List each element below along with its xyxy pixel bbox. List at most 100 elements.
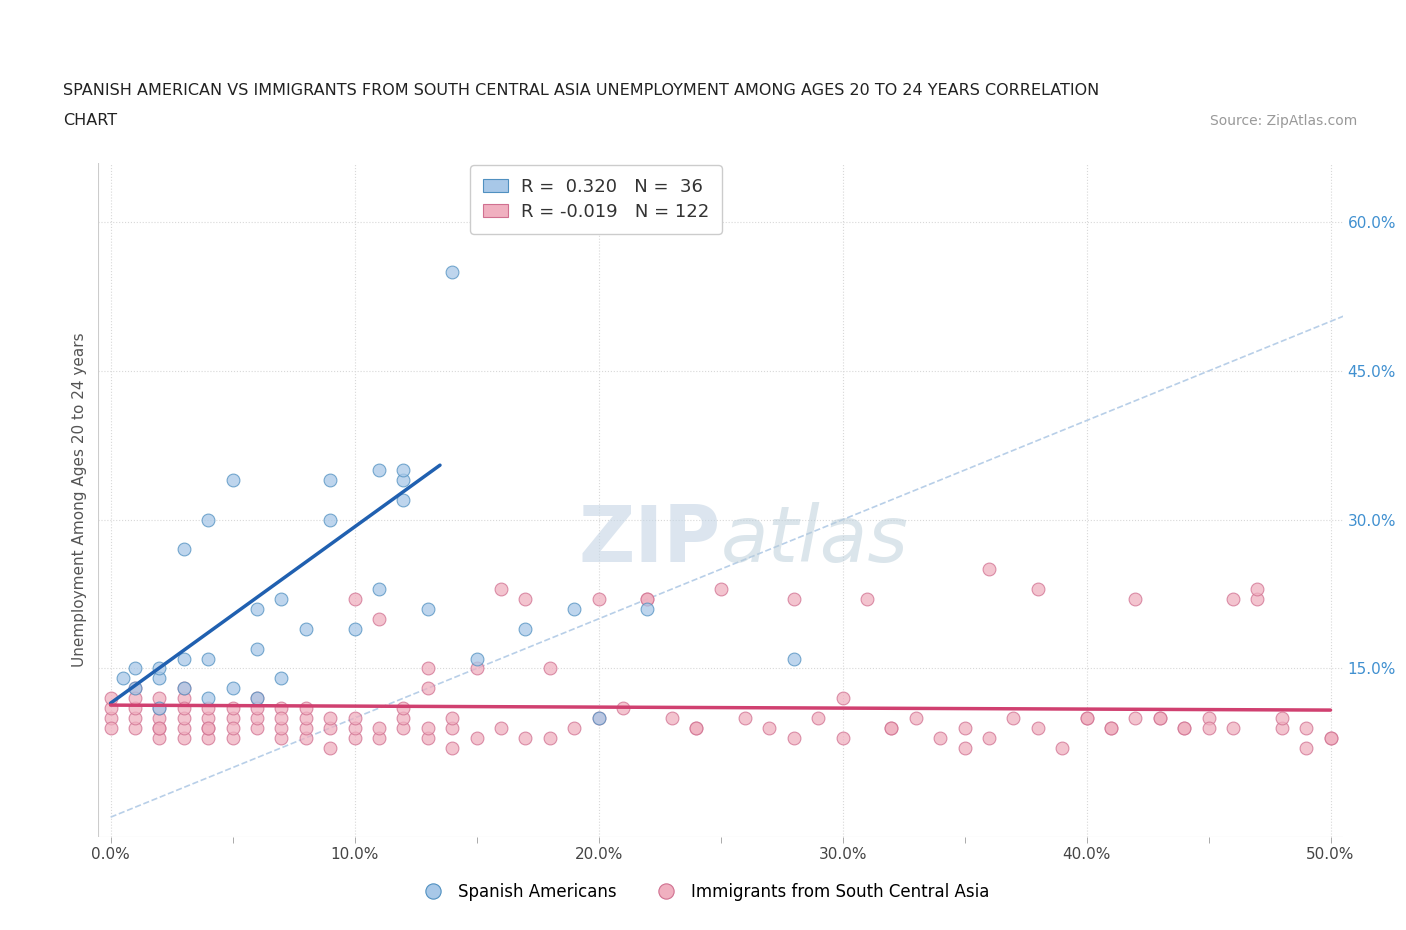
Point — [1149, 711, 1171, 725]
Point — [100, 711, 122, 725]
Point — [221, 681, 243, 696]
Point — [197, 721, 219, 736]
Point — [758, 721, 780, 736]
Point — [1173, 721, 1195, 736]
Point — [1026, 721, 1049, 736]
Point — [515, 621, 537, 636]
Point — [343, 621, 366, 636]
Y-axis label: Unemployment Among Ages 20 to 24 years: Unemployment Among Ages 20 to 24 years — [72, 333, 87, 667]
Point — [197, 721, 219, 736]
Point — [929, 730, 952, 745]
Point — [343, 721, 366, 736]
Point — [246, 700, 269, 715]
Point — [588, 711, 610, 725]
Point — [221, 700, 243, 715]
Point — [100, 700, 122, 715]
Point — [489, 721, 512, 736]
Point — [270, 700, 292, 715]
Point — [880, 721, 903, 736]
Point — [148, 721, 170, 736]
Point — [246, 721, 269, 736]
Point — [661, 711, 683, 725]
Point — [319, 472, 342, 487]
Point — [709, 581, 731, 596]
Point — [221, 721, 243, 736]
Point — [173, 721, 195, 736]
Point — [538, 730, 561, 745]
Point — [368, 721, 391, 736]
Point — [368, 730, 391, 745]
Point — [319, 721, 342, 736]
Point — [562, 602, 585, 617]
Point — [148, 691, 170, 706]
Point — [441, 264, 464, 279]
Point — [465, 730, 488, 745]
Point — [1246, 591, 1268, 606]
Point — [1222, 721, 1244, 736]
Point — [270, 721, 292, 736]
Point — [173, 711, 195, 725]
Point — [1295, 740, 1317, 755]
Point — [783, 730, 806, 745]
Point — [1246, 581, 1268, 596]
Point — [270, 730, 292, 745]
Point — [734, 711, 756, 725]
Point — [636, 602, 658, 617]
Point — [246, 602, 269, 617]
Point — [124, 691, 146, 706]
Point — [489, 581, 512, 596]
Point — [880, 721, 903, 736]
Point — [173, 651, 195, 666]
Point — [1319, 730, 1341, 745]
Point — [197, 700, 219, 715]
Point — [246, 691, 269, 706]
Point — [124, 711, 146, 725]
Point — [1026, 581, 1049, 596]
Point — [685, 721, 707, 736]
Point — [197, 651, 219, 666]
Point — [111, 671, 134, 685]
Point — [588, 591, 610, 606]
Point — [221, 730, 243, 745]
Point — [441, 740, 464, 755]
Point — [392, 493, 415, 508]
Point — [368, 463, 391, 478]
Point — [246, 691, 269, 706]
Point — [1002, 711, 1025, 725]
Text: atlas: atlas — [721, 502, 908, 578]
Point — [295, 700, 318, 715]
Point — [1099, 721, 1122, 736]
Point — [807, 711, 830, 725]
Point — [100, 721, 122, 736]
Point — [1099, 721, 1122, 736]
Point — [173, 700, 195, 715]
Point — [343, 711, 366, 725]
Text: SPANISH AMERICAN VS IMMIGRANTS FROM SOUTH CENTRAL ASIA UNEMPLOYMENT AMONG AGES 2: SPANISH AMERICAN VS IMMIGRANTS FROM SOUT… — [63, 83, 1099, 98]
Legend: Spanish Americans, Immigrants from South Central Asia: Spanish Americans, Immigrants from South… — [409, 876, 997, 908]
Point — [270, 711, 292, 725]
Point — [148, 721, 170, 736]
Point — [515, 730, 537, 745]
Point — [1319, 730, 1341, 745]
Point — [270, 591, 292, 606]
Point — [392, 700, 415, 715]
Point — [636, 591, 658, 606]
Point — [1271, 721, 1294, 736]
Point — [416, 730, 439, 745]
Point — [1076, 711, 1098, 725]
Point — [831, 730, 853, 745]
Point — [173, 730, 195, 745]
Point — [1173, 721, 1195, 736]
Point — [562, 721, 585, 736]
Point — [636, 591, 658, 606]
Point — [856, 591, 879, 606]
Point — [1076, 711, 1098, 725]
Point — [368, 581, 391, 596]
Point — [148, 671, 170, 685]
Point — [148, 700, 170, 715]
Point — [221, 472, 243, 487]
Point — [441, 711, 464, 725]
Point — [246, 641, 269, 656]
Point — [368, 611, 391, 626]
Point — [1271, 711, 1294, 725]
